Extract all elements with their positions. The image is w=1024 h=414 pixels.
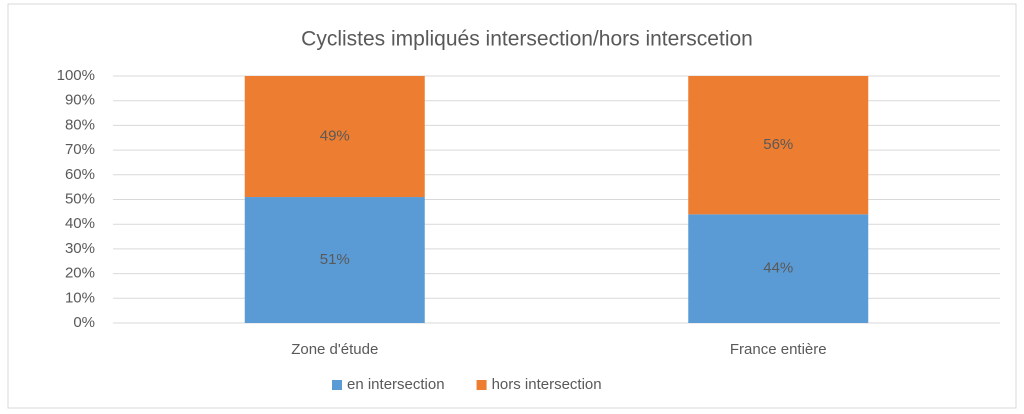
y-tick-label: 100% <box>57 67 95 84</box>
bar-segment <box>244 197 425 323</box>
data-label: 56% <box>763 136 793 153</box>
y-tick-label: 50% <box>65 190 95 207</box>
bar-segment <box>688 76 869 215</box>
x-tick-label: France entière <box>730 341 827 358</box>
y-tick-label: 90% <box>65 92 95 109</box>
data-label: 44% <box>763 260 793 277</box>
legend-label: en intersection <box>347 376 445 393</box>
y-tick-label: 80% <box>65 116 95 133</box>
y-tick-label: 30% <box>65 240 95 257</box>
legend-label: hors intersection <box>492 376 602 393</box>
y-tick-label: 40% <box>65 215 95 232</box>
legend-swatch <box>332 380 342 390</box>
y-tick-label: 10% <box>65 289 95 306</box>
y-tick-label: 70% <box>65 141 95 158</box>
chart-title: Cyclistes impliqués intersection/hors in… <box>301 28 753 51</box>
x-tick-label: Zone d'étude <box>291 341 378 358</box>
data-label: 49% <box>320 127 350 144</box>
data-label: 51% <box>320 251 350 268</box>
bar-segment <box>244 76 425 198</box>
legend-swatch <box>476 380 487 390</box>
y-tick-label: 60% <box>65 166 95 183</box>
y-tick-label: 0% <box>73 314 95 331</box>
y-tick-label: 20% <box>65 265 95 282</box>
bar-segment <box>688 214 869 323</box>
